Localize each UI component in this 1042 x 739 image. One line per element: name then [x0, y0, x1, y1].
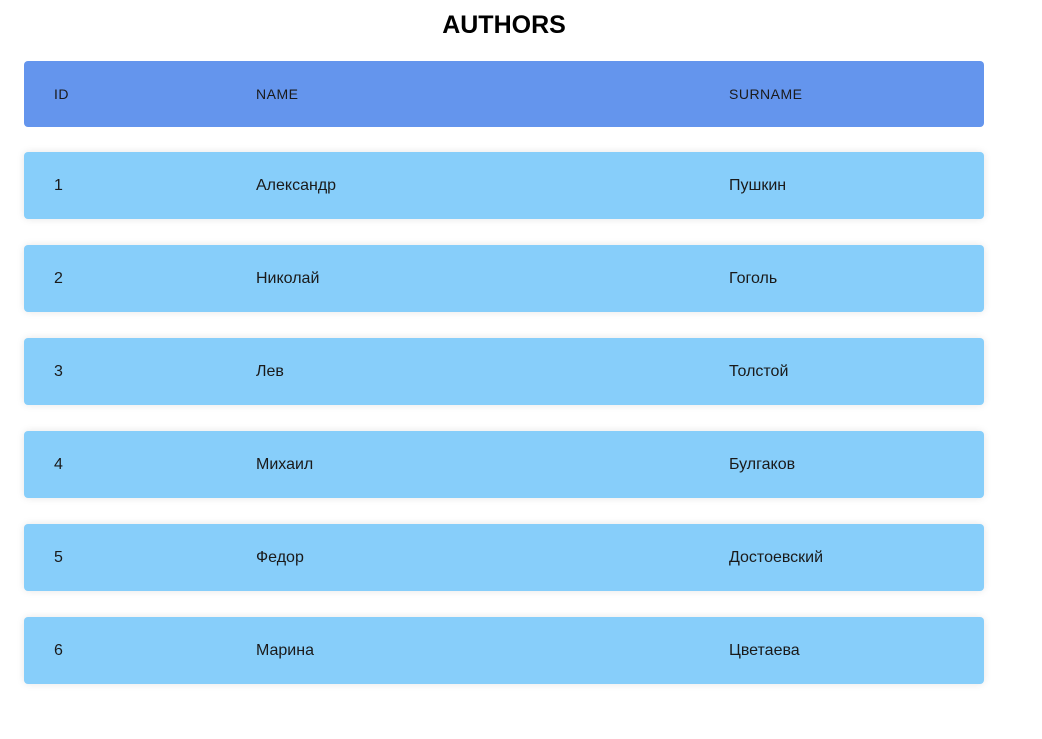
cell-id: 4 — [54, 455, 63, 473]
cell-surname: Пушкин — [729, 176, 787, 194]
cell-surname: Булгаков — [729, 455, 796, 473]
table-row: 5 Федор Достоевский — [24, 524, 984, 591]
authors-table: ID NAME SURNAME 1 Александр Пушкин 2 Ник… — [24, 61, 984, 710]
cell-surname: Гоголь — [729, 269, 778, 287]
table-row: 6 Марина Цветаева — [24, 617, 984, 684]
cell-name: Николай — [256, 269, 320, 287]
column-header-name: NAME — [256, 86, 299, 102]
page-title: AUTHORS — [442, 11, 566, 39]
cell-surname: Достоевский — [729, 548, 824, 566]
table-row: 4 Михаил Булгаков — [24, 431, 984, 498]
cell-name: Александр — [256, 176, 337, 194]
column-header-surname: SURNAME — [729, 86, 803, 102]
cell-id: 5 — [54, 548, 63, 566]
cell-name: Лев — [256, 362, 284, 380]
cell-id: 2 — [54, 269, 63, 287]
cell-name: Михаил — [256, 455, 314, 473]
cell-surname: Толстой — [729, 362, 789, 380]
table-row: 3 Лев Толстой — [24, 338, 984, 405]
cell-id: 1 — [54, 176, 63, 194]
column-header-id: ID — [54, 86, 69, 102]
table-header-row: ID NAME SURNAME — [24, 61, 984, 127]
cell-name: Марина — [256, 641, 314, 659]
cell-surname: Цветаева — [729, 641, 800, 659]
cell-id: 3 — [54, 362, 63, 380]
cell-id: 6 — [54, 641, 63, 659]
table-row: 2 Николай Гоголь — [24, 245, 984, 312]
cell-name: Федор — [256, 548, 304, 566]
table-row: 1 Александр Пушкин — [24, 152, 984, 219]
